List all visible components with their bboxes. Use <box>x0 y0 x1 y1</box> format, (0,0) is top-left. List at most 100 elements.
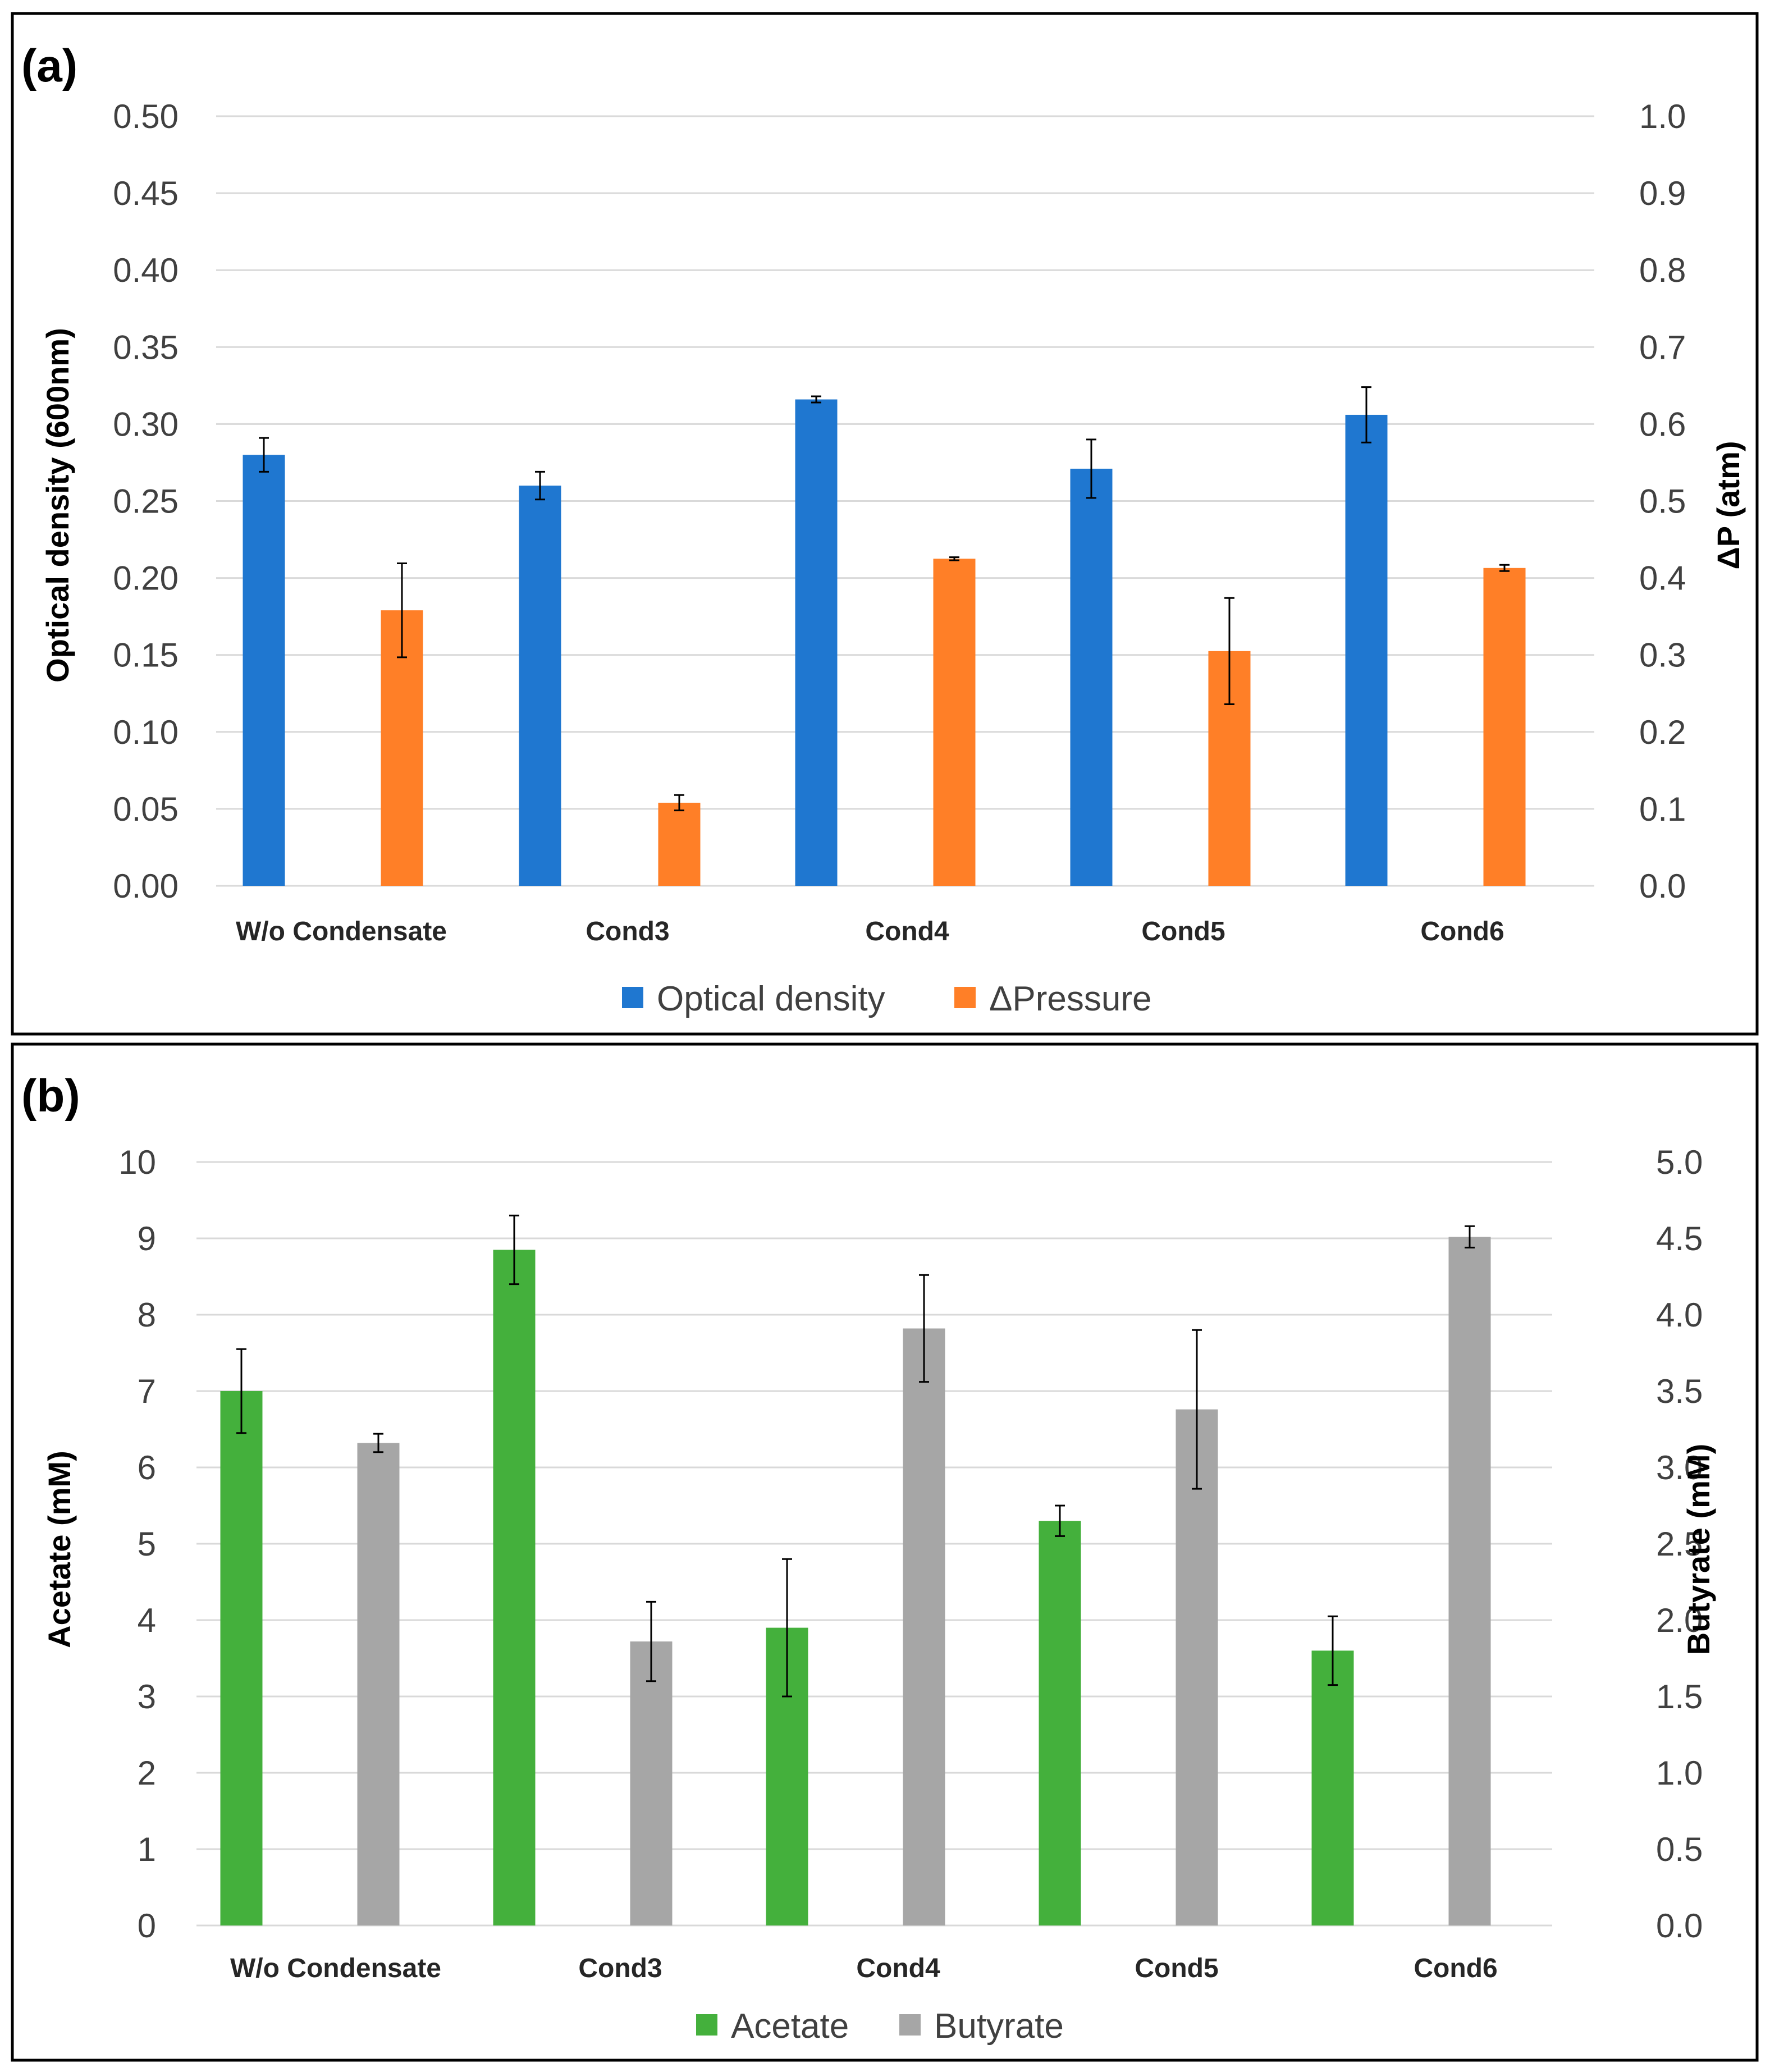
left-tick-label: 3 <box>138 1678 156 1716</box>
legend-label-delta-pressure: ΔPressure <box>989 980 1152 1018</box>
panel-a-error-bars <box>259 386 1510 812</box>
bar-optical-density <box>243 455 285 886</box>
left-tick-label: 1 <box>138 1831 156 1868</box>
right-tick-label: 4.0 <box>1656 1296 1703 1334</box>
right-tick-label: 0.5 <box>1656 1831 1703 1868</box>
bar-optical-density <box>795 399 838 886</box>
bar-optical-density <box>519 486 561 886</box>
panel-a-category-labels: W/o Condensate Cond3 Cond4 Cond5 Cond6 <box>236 917 1504 946</box>
left-tick-label: 4 <box>138 1602 156 1639</box>
right-tick-label: 0.8 <box>1639 251 1686 289</box>
bar-acetate <box>220 1391 263 1925</box>
right-tick-label: 0.0 <box>1656 1907 1703 1945</box>
category-label: Cond6 <box>1420 917 1504 946</box>
chart-panel-a: (a) 0.000.050.100.150.200.250.300.350.40… <box>11 12 1759 1036</box>
left-tick-label: 0.00 <box>113 867 179 905</box>
legend-swatch-optical-density <box>622 987 643 1008</box>
left-tick-label: 0 <box>138 1907 156 1945</box>
right-tick-label: 2.5 <box>1656 1525 1703 1563</box>
bar-butyrate <box>903 1328 945 1925</box>
legend-swatch-delta-pressure <box>954 987 976 1008</box>
panel-a-frame <box>11 12 1759 1036</box>
panel-b-gridlines <box>196 1161 1552 1927</box>
left-tick-label: 7 <box>138 1373 156 1410</box>
legend-swatch-butyrate <box>899 2014 921 2036</box>
category-label: Cond4 <box>865 917 949 946</box>
panel-a-legend: Optical density ΔPressure <box>622 980 1152 1018</box>
left-tick-label: 2 <box>138 1754 156 1792</box>
right-tick-label: 0.3 <box>1639 637 1686 674</box>
bar-pressure <box>658 802 701 886</box>
right-tick-label: 0.6 <box>1639 405 1686 443</box>
left-tick-label: 9 <box>138 1220 156 1257</box>
category-label: Cond6 <box>1414 1954 1497 1983</box>
legend-label-optical-density: Optical density <box>657 980 885 1018</box>
right-tick-label: 0.4 <box>1639 560 1686 597</box>
right-tick-label: 0.2 <box>1639 713 1686 751</box>
panel-b-right-tick-labels: 0.0 0.5 1.0 1.5 2.0 2.5 3.0 3.5 4.0 4.5 5.0 <box>1656 1144 1703 1945</box>
panel-b-left-tick-labels: 0 1 2 3 4 5 6 7 8 9 10 <box>118 1144 156 1945</box>
category-label: W/o Condensate <box>236 917 447 946</box>
right-tick-label: 3.5 <box>1656 1373 1703 1410</box>
left-tick-label: 0.15 <box>113 637 179 674</box>
category-label: Cond5 <box>1141 917 1225 946</box>
left-tick-label: 0.30 <box>113 405 179 443</box>
bar-butyrate <box>1448 1237 1491 1925</box>
bar-acetate <box>1311 1650 1354 1925</box>
category-label: Cond5 <box>1135 1954 1218 1983</box>
left-tick-label: 0.05 <box>113 790 179 828</box>
category-label: Cond3 <box>578 1954 662 1983</box>
left-tick-label: 10 <box>118 1144 156 1181</box>
panel-b-right-axis-title: Butyrate (mM) <box>1681 1444 1716 1655</box>
bar-acetate <box>1039 1521 1081 1925</box>
right-tick-label: 0.7 <box>1639 328 1686 366</box>
panel-b-category-labels: W/o Condensate Cond3 Cond4 Cond5 Cond6 <box>230 1954 1498 1983</box>
legend-label-acetate: Acetate <box>731 2007 849 2046</box>
panel-b-legend: Acetate Butyrate <box>696 2007 1064 2046</box>
bar-optical-density <box>1070 468 1113 886</box>
right-tick-label: 4.5 <box>1656 1220 1703 1257</box>
right-tick-label: 0.0 <box>1639 867 1686 905</box>
left-tick-label: 5 <box>138 1525 156 1563</box>
right-tick-label: 3.0 <box>1656 1449 1703 1486</box>
panel-b-bars <box>220 1237 1491 1925</box>
panel-b-error-bars <box>236 1214 1475 1698</box>
panel-a-bars <box>243 399 1526 886</box>
legend-swatch-acetate <box>696 2014 717 2036</box>
panel-a-right-tick-labels: 0.0 0.1 0.2 0.3 0.4 0.5 0.6 0.7 0.8 0.9 1.0 <box>1639 98 1686 905</box>
panel-a-left-tick-labels: 0.00 0.05 0.10 0.15 0.20 0.25 0.30 0.35 0.40 0.45… <box>113 98 179 905</box>
left-tick-label: 0.40 <box>113 251 179 289</box>
bar-pressure <box>933 559 976 886</box>
panel-b-frame <box>11 1042 1759 2062</box>
bar-optical-density <box>1345 414 1388 886</box>
right-tick-label: 2.0 <box>1656 1602 1703 1639</box>
bar-butyrate <box>357 1443 400 1925</box>
left-tick-label: 0.50 <box>113 98 179 135</box>
left-tick-label: 0.35 <box>113 328 179 366</box>
category-label: Cond4 <box>856 1954 940 1983</box>
left-tick-label: 0.25 <box>113 483 179 520</box>
left-tick-label: 8 <box>138 1296 156 1334</box>
bar-butyrate <box>630 1641 673 1925</box>
panel-a-left-axis-title: Optical density (600nm) <box>40 328 75 683</box>
left-tick-label: 0.45 <box>113 175 179 212</box>
bar-pressure <box>1483 568 1526 886</box>
left-tick-label: 6 <box>138 1449 156 1486</box>
right-tick-label: 0.9 <box>1639 175 1686 212</box>
bar-butyrate <box>1176 1409 1218 1925</box>
right-tick-label: 1.0 <box>1656 1754 1703 1792</box>
left-tick-label: 0.20 <box>113 560 179 597</box>
category-label: Cond3 <box>586 917 669 946</box>
panel-b-label: (b) <box>21 1071 80 1122</box>
bar-acetate <box>493 1250 536 1925</box>
panel-b-left-axis-title: Acetate (mM) <box>42 1451 77 1648</box>
chart-panel-b: (b) 0 1 2 3 4 5 6 7 8 9 10 0.0 0.5 1.0 1.5 2.0 2.5 3.0 3.… <box>11 1042 1759 2062</box>
right-tick-label: 5.0 <box>1656 1144 1703 1181</box>
panel-a-right-axis-title: ΔP (atm) <box>1710 441 1746 569</box>
right-tick-label: 0.1 <box>1639 790 1686 828</box>
legend-label-butyrate: Butyrate <box>934 2007 1064 2046</box>
category-label: W/o Condensate <box>230 1954 441 1983</box>
left-tick-label: 0.10 <box>113 713 179 751</box>
